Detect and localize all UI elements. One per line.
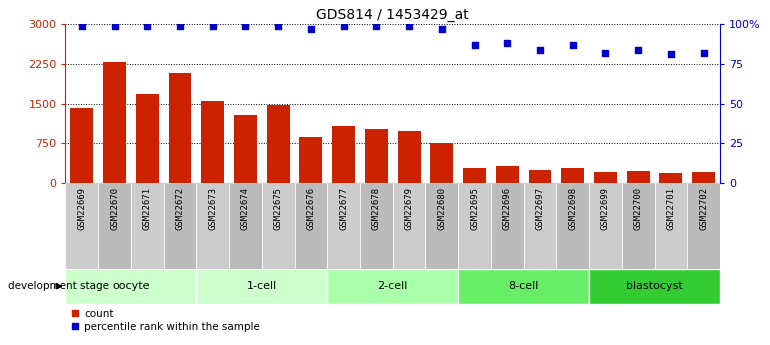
Point xyxy=(534,47,546,52)
Text: GSM22672: GSM22672 xyxy=(176,187,185,230)
Bar xyxy=(266,105,290,183)
Text: GSM22697: GSM22697 xyxy=(535,187,544,230)
Text: GSM22702: GSM22702 xyxy=(699,187,708,230)
Bar xyxy=(300,137,323,183)
Text: GSM22674: GSM22674 xyxy=(241,187,250,230)
Point xyxy=(337,23,350,29)
Point xyxy=(436,26,448,32)
Bar xyxy=(589,269,720,304)
Bar xyxy=(496,166,519,183)
Bar xyxy=(169,73,192,183)
Bar xyxy=(131,183,163,269)
Bar xyxy=(556,183,589,269)
Bar xyxy=(103,62,126,183)
Point xyxy=(272,23,284,29)
Bar xyxy=(654,183,688,269)
Bar xyxy=(594,172,617,183)
Bar xyxy=(659,173,682,183)
Text: blastocyst: blastocyst xyxy=(626,282,683,291)
Bar xyxy=(327,269,458,304)
Point xyxy=(305,26,317,32)
Title: GDS814 / 1453429_at: GDS814 / 1453429_at xyxy=(316,8,469,22)
Text: GSM22677: GSM22677 xyxy=(339,187,348,230)
Bar xyxy=(692,172,715,183)
Bar xyxy=(332,126,355,183)
Bar xyxy=(622,183,654,269)
Text: GSM22678: GSM22678 xyxy=(372,187,381,230)
Point xyxy=(665,51,677,57)
Bar xyxy=(294,183,327,269)
Text: GSM22676: GSM22676 xyxy=(306,187,316,230)
Bar xyxy=(627,171,650,183)
Bar xyxy=(688,183,720,269)
Bar xyxy=(463,168,486,183)
Bar xyxy=(163,183,196,269)
Bar xyxy=(229,183,262,269)
Point xyxy=(141,23,153,29)
Legend: count, percentile rank within the sample: count, percentile rank within the sample xyxy=(71,309,260,332)
Point xyxy=(599,50,611,56)
Bar xyxy=(458,269,589,304)
Text: 2-cell: 2-cell xyxy=(377,282,408,291)
Text: development stage: development stage xyxy=(8,282,109,291)
Bar xyxy=(360,183,393,269)
Bar xyxy=(365,129,388,183)
Bar xyxy=(70,108,93,183)
Bar xyxy=(201,101,224,183)
Text: GSM22696: GSM22696 xyxy=(503,187,512,230)
Text: GSM22700: GSM22700 xyxy=(634,187,643,230)
Bar xyxy=(196,269,327,304)
Bar xyxy=(491,183,524,269)
Bar xyxy=(458,183,491,269)
Point xyxy=(632,47,644,52)
Text: GSM22680: GSM22680 xyxy=(437,187,447,230)
Point xyxy=(698,50,710,56)
Bar xyxy=(425,183,458,269)
Bar xyxy=(397,131,420,183)
Bar xyxy=(262,183,295,269)
Bar xyxy=(524,183,556,269)
Bar xyxy=(65,269,196,304)
Bar xyxy=(196,183,229,269)
Bar xyxy=(234,115,257,183)
Point xyxy=(174,23,186,29)
Bar xyxy=(136,94,159,183)
Text: GSM22701: GSM22701 xyxy=(666,187,675,230)
Point xyxy=(75,23,88,29)
Text: 1-cell: 1-cell xyxy=(246,282,277,291)
Bar xyxy=(430,142,454,183)
Point xyxy=(239,23,252,29)
Text: oocyte: oocyte xyxy=(112,282,149,291)
Bar xyxy=(561,168,584,183)
Text: GSM22695: GSM22695 xyxy=(470,187,479,230)
Text: GSM22679: GSM22679 xyxy=(404,187,413,230)
Text: GSM22699: GSM22699 xyxy=(601,187,610,230)
Point xyxy=(567,42,579,48)
Bar xyxy=(99,183,131,269)
Point xyxy=(370,23,383,29)
Bar xyxy=(65,183,99,269)
Text: 8-cell: 8-cell xyxy=(508,282,539,291)
Text: GSM22675: GSM22675 xyxy=(273,187,283,230)
Text: GSM22669: GSM22669 xyxy=(77,187,86,230)
Point xyxy=(403,23,415,29)
Point xyxy=(468,42,480,48)
Bar xyxy=(589,183,622,269)
Bar xyxy=(327,183,360,269)
Point xyxy=(109,23,121,29)
Bar xyxy=(393,183,425,269)
Text: GSM22698: GSM22698 xyxy=(568,187,578,230)
Point xyxy=(501,40,514,46)
Bar xyxy=(528,170,551,183)
Point xyxy=(206,23,219,29)
Text: GSM22671: GSM22671 xyxy=(142,187,152,230)
Text: GSM22673: GSM22673 xyxy=(208,187,217,230)
Text: GSM22670: GSM22670 xyxy=(110,187,119,230)
